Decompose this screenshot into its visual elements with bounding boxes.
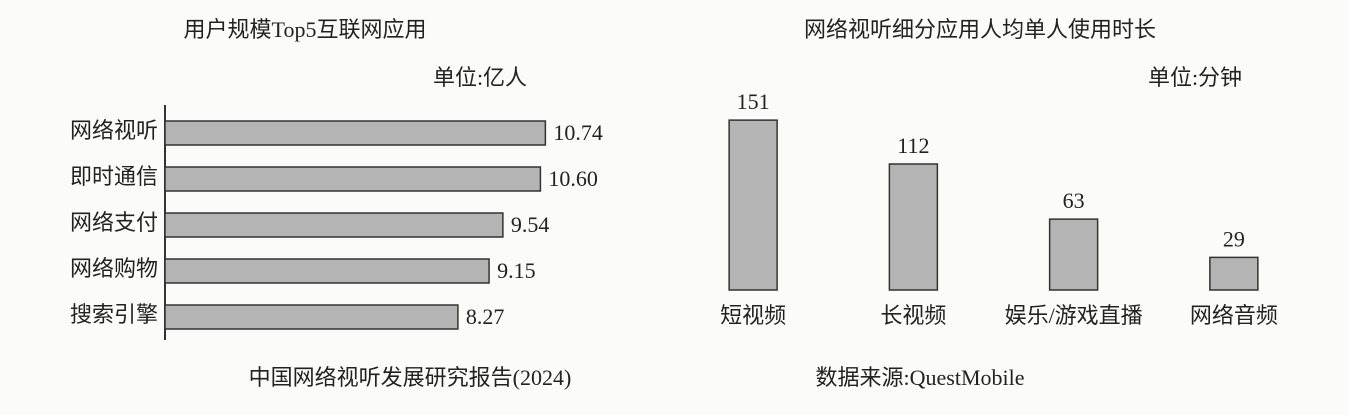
bar [1209,256,1259,291]
category-label: 娱乐/游戏直播 [1005,303,1143,328]
category-label: 搜索引擎 [70,302,158,327]
bar [164,166,542,192]
value-label: 29 [1223,226,1245,251]
unit-label: 单位:亿人 [433,65,527,90]
chart-title: 用户规模Top5互联网应用 [184,17,427,42]
value-label: 151 [737,89,770,114]
category-label: 即时通信 [70,164,158,189]
category-label: 短视频 [720,303,786,328]
value-label: 9.54 [511,212,550,237]
value-label: 63 [1063,188,1085,213]
bar [164,304,459,330]
value-label: 9.15 [497,258,536,283]
unit-label: 单位:分钟 [1148,65,1242,90]
category-label: 长视频 [880,303,946,328]
footnote: 数据来源:QuestMobile [816,365,1025,390]
category-label: 网络支付 [70,210,158,235]
bar [888,163,939,291]
bar [164,212,504,238]
bar [1048,218,1099,291]
category-label: 网络音频 [1190,303,1278,328]
bar [728,119,778,291]
category-label: 网络购物 [70,256,158,281]
category-label: 网络视听 [70,118,158,143]
bar [164,258,490,284]
chart-title: 网络视听细分应用人均单人使用时长 [804,17,1156,42]
footnote: 中国网络视听发展研究报告(2024) [249,365,572,390]
bar [164,120,547,146]
value-label: 112 [897,133,929,158]
value-label: 10.60 [548,166,598,191]
value-label: 10.74 [553,120,603,145]
value-label: 8.27 [466,304,505,329]
